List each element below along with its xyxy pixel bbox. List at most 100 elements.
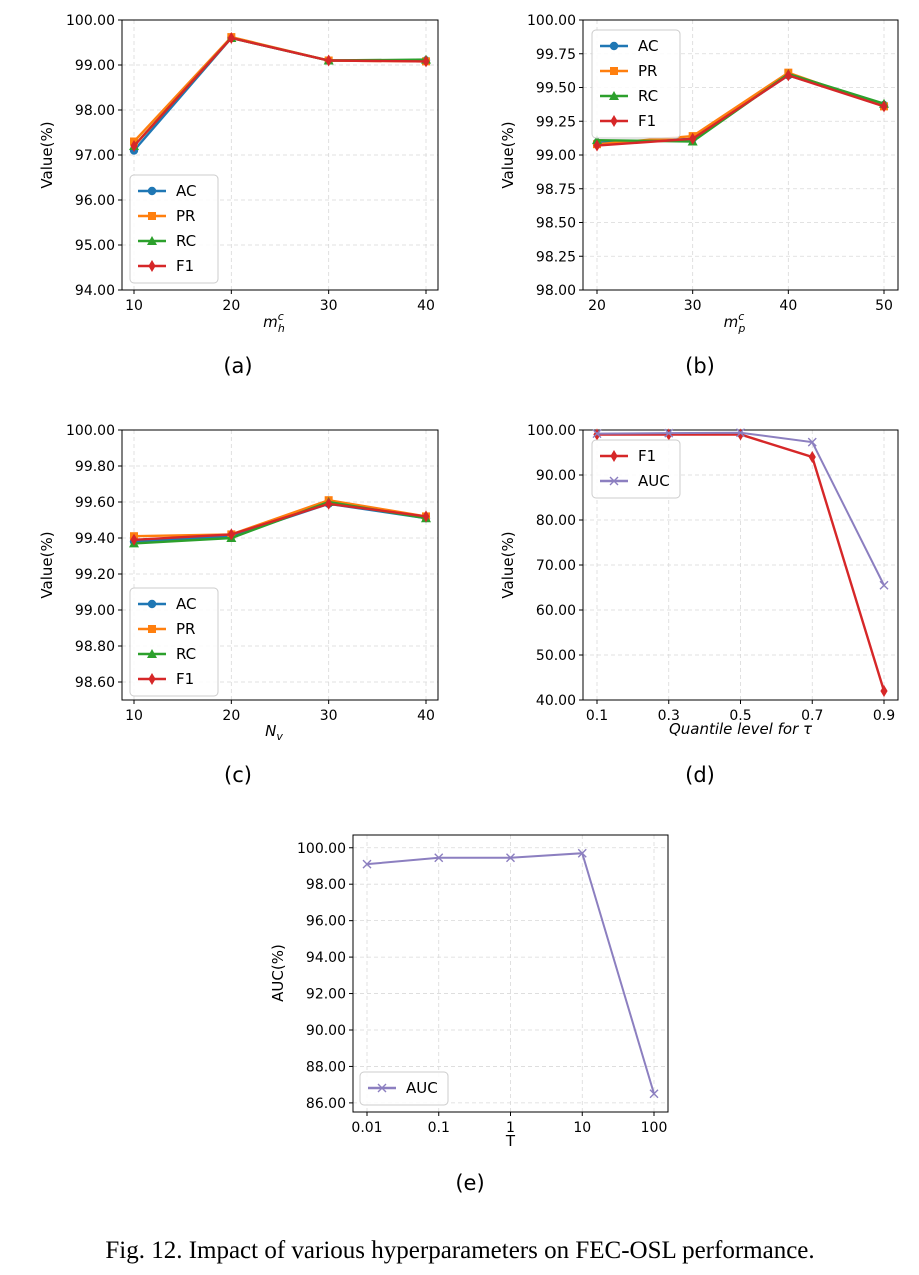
y-tick-label: 100.00 — [527, 13, 576, 29]
y-tick-label: 99.40 — [75, 531, 115, 547]
series-line-f1 — [133, 36, 427, 147]
plot-frame — [121, 429, 439, 701]
legend-label-ac: AC — [176, 595, 196, 613]
y-tick-label: 90.00 — [536, 468, 576, 484]
series-line-f1 — [133, 502, 427, 541]
y-tick-label: 96.00 — [75, 193, 115, 209]
legend-marker-rc — [147, 236, 157, 245]
y-tick-label: 86.00 — [306, 1096, 346, 1112]
y-tick-label: 99.80 — [75, 459, 115, 475]
y-tick-label: 80.00 — [536, 513, 576, 529]
legend: AC PR RC F1 — [591, 29, 681, 139]
series-line-auc — [366, 852, 655, 1095]
series-f1 — [593, 69, 888, 152]
y-tick-label: 100.00 — [527, 423, 576, 439]
data-point-f1 — [422, 510, 430, 523]
data-point-f1 — [808, 451, 816, 463]
legend-marker-auc — [609, 476, 619, 486]
legend-marker-ac — [609, 41, 619, 51]
subplot-label-c: (c) — [224, 763, 252, 787]
legend-marker-pr — [148, 625, 156, 633]
legend-label-f1: F1 — [176, 257, 194, 275]
legend-label-rc: RC — [638, 87, 658, 105]
x-tick-label: 10 — [573, 1120, 591, 1136]
y-tick-label: 100.00 — [66, 423, 115, 439]
legend-label-f1: F1 — [638, 112, 656, 130]
legend-marker-ac — [147, 599, 157, 609]
subplot-label-a: (a) — [223, 354, 252, 378]
data-point-f1 — [325, 54, 333, 67]
y-tick-label: 98.00 — [75, 103, 115, 119]
y-tick-label: 99.25 — [536, 114, 576, 130]
legend-label-rc: RC — [176, 645, 196, 663]
x-tick-label: 20 — [222, 708, 240, 724]
data-point-auc — [664, 428, 674, 438]
legend-marker-f1 — [610, 115, 618, 127]
legend: AUC — [359, 1071, 449, 1106]
x-tick-label: 0.9 — [873, 708, 895, 724]
y-tick-label: 98.75 — [536, 182, 576, 198]
data-point-auc — [807, 437, 817, 447]
data-point-auc — [434, 853, 444, 863]
legend-box — [129, 174, 219, 284]
legend-label-auc: AUC — [638, 472, 670, 490]
chart-e: 86.0088.0090.0092.0094.0096.0098.00100.0… — [269, 834, 669, 1195]
series-ac — [129, 33, 431, 155]
legend-label-pr: PR — [176, 207, 195, 225]
x-tick-label: 0.1 — [428, 1120, 450, 1136]
legend-label-auc: AUC — [406, 1079, 438, 1097]
x-tick-label: 50 — [875, 298, 893, 314]
data-point-auc — [577, 848, 587, 858]
y-tick-label: 94.00 — [306, 950, 346, 966]
data-point-auc — [506, 853, 515, 863]
subplot-label-e: (e) — [455, 1171, 484, 1195]
legend: AC PR RC F1 — [129, 587, 219, 697]
data-point-auc — [879, 580, 889, 590]
series-rc — [129, 33, 431, 150]
y-tick-label: 100.00 — [66, 13, 115, 29]
x-tick-label: 40 — [417, 298, 435, 314]
x-tick-label: 10 — [125, 708, 143, 724]
y-tick-label: 99.00 — [75, 603, 115, 619]
y-tick-label: 96.00 — [306, 914, 346, 930]
y-tick-label: 98.80 — [75, 639, 115, 655]
legend-marker-ac — [147, 186, 157, 196]
legend-label-rc: RC — [176, 232, 196, 250]
y-tick-label: 95.00 — [75, 238, 115, 254]
y-axis-label: AUC(%) — [269, 944, 287, 1002]
y-axis-label: Value(%) — [38, 531, 56, 598]
series-ac — [129, 499, 431, 546]
legend-marker-f1 — [148, 260, 156, 272]
data-point-f1 — [227, 32, 235, 44]
x-tick-label: 20 — [588, 298, 606, 314]
x-axis-label: mc h — [263, 310, 285, 335]
x-tick-label: 0.1 — [586, 708, 608, 724]
y-axis-label: Value(%) — [499, 531, 517, 598]
x-tick-label: 30 — [320, 708, 338, 724]
chart-b: 98.00 98.25 98.50 98.75 99.00 99.25 99.50 99.75… — [499, 13, 899, 378]
y-tick-label: 98.00 — [306, 877, 346, 893]
y-tick-label: 60.00 — [536, 603, 576, 619]
x-tick-label: 0.5 — [729, 708, 751, 724]
y-tick-label: 100.00 — [297, 841, 346, 857]
x-axis-label: Quantile level for τ — [669, 720, 813, 738]
legend-marker-f1 — [610, 450, 618, 462]
x-tick-label: 0.7 — [801, 708, 823, 724]
data-point-auc — [362, 859, 372, 869]
x-tick-label: 20 — [222, 298, 240, 314]
legend-box — [359, 1071, 449, 1106]
y-tick-label: 40.00 — [536, 693, 576, 709]
series-auc — [592, 428, 889, 590]
data-point-f1 — [784, 69, 792, 82]
y-tick-label: 94.00 — [75, 283, 115, 299]
subplot-label-b: (b) — [685, 354, 715, 378]
y-tick-label: 98.25 — [536, 249, 576, 265]
figure-caption: Fig. 12. Impact of various hyperparamete… — [105, 1237, 814, 1264]
series-line-pr — [133, 35, 427, 143]
legend-box — [591, 29, 681, 139]
legend-label-f1: F1 — [176, 670, 194, 688]
data-point-f1 — [880, 100, 888, 113]
y-tick-label: 99.20 — [75, 567, 115, 583]
legend-marker-pr — [148, 212, 156, 220]
